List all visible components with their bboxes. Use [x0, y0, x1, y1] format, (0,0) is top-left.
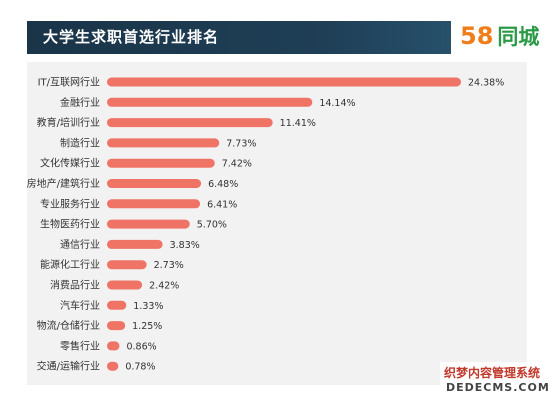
- bar: [107, 300, 127, 310]
- chart-title: 大学生求职首选行业排名: [43, 28, 220, 46]
- title-bar: 大学生求职首选行业排名: [27, 21, 451, 54]
- bar: [107, 158, 215, 168]
- value-label: 1.25%: [132, 321, 162, 332]
- category-label: 生物医药行业: [40, 218, 100, 231]
- category-label: 汽车行业: [60, 299, 100, 312]
- bar-chart: IT/互联网行业 24.38% 金融行业 14.14% 教育/培训行业 11.41% 制造行…: [27, 76, 504, 373]
- bar: [107, 199, 201, 209]
- value-label: 6.41%: [207, 199, 237, 210]
- category-label: IT/互联网行业: [38, 76, 100, 89]
- logo-digit-five: 5: [460, 22, 477, 50]
- value-label: 11.41%: [280, 118, 316, 129]
- category-label: 消费品行业: [50, 279, 100, 292]
- watermark: 织梦内容管理系统 DEDECMS.COM: [440, 362, 552, 398]
- value-label: 6.48%: [208, 179, 238, 190]
- value-label: 0.78%: [125, 362, 155, 373]
- value-label: 2.73%: [154, 260, 184, 271]
- watermark-line-1: 织梦内容管理系统: [444, 366, 541, 380]
- value-label: 7.42%: [222, 159, 252, 170]
- value-label: 5.70%: [197, 220, 227, 231]
- value-label: 2.42%: [149, 281, 179, 292]
- value-label: 0.86%: [126, 341, 156, 352]
- 58-tongcheng-logo: 5 8 同城: [460, 20, 539, 52]
- category-label: 文化传媒行业: [40, 157, 100, 170]
- bar: [107, 239, 163, 249]
- bar: [107, 97, 313, 107]
- bar: [107, 118, 273, 128]
- bar: [107, 341, 120, 351]
- category-label: 交通/运输行业: [37, 360, 100, 373]
- watermark-line-2: DEDECMS.COM: [446, 381, 550, 394]
- value-label: 7.73%: [226, 138, 256, 149]
- bar: [107, 260, 147, 270]
- bar: [107, 77, 461, 87]
- bar: [107, 219, 190, 229]
- category-label: 通信行业: [60, 238, 100, 251]
- category-label: 零售行业: [60, 339, 100, 352]
- value-label: 14.14%: [319, 98, 355, 109]
- bar: [107, 179, 202, 188]
- logo-text: 同城: [497, 25, 540, 49]
- bar: [107, 361, 119, 371]
- category-label: 金融行业: [60, 96, 100, 109]
- category-label: 教育/培训行业: [37, 116, 100, 129]
- category-label: 专业服务行业: [40, 197, 100, 210]
- bar: [107, 280, 143, 290]
- chart-header: 大学生求职首选行业排名 5 8 同城: [0, 0, 554, 54]
- bar: [107, 321, 126, 331]
- value-label: 3.83%: [170, 240, 200, 251]
- value-label: 1.33%: [133, 301, 163, 312]
- category-label: 物流/仓储行业: [37, 319, 100, 332]
- category-label: 制造行业: [60, 136, 100, 149]
- category-label: 房地产/建筑行业: [27, 177, 100, 190]
- logo-digit-eight: 8: [476, 22, 494, 50]
- bar: [107, 138, 220, 148]
- chart-panel: IT/互联网行业 24.38% 金融行业 14.14% 教育/培训行业 11.41% 制造行…: [27, 62, 527, 385]
- category-label: 能源化工行业: [40, 258, 100, 271]
- value-label: 24.38%: [468, 78, 504, 89]
